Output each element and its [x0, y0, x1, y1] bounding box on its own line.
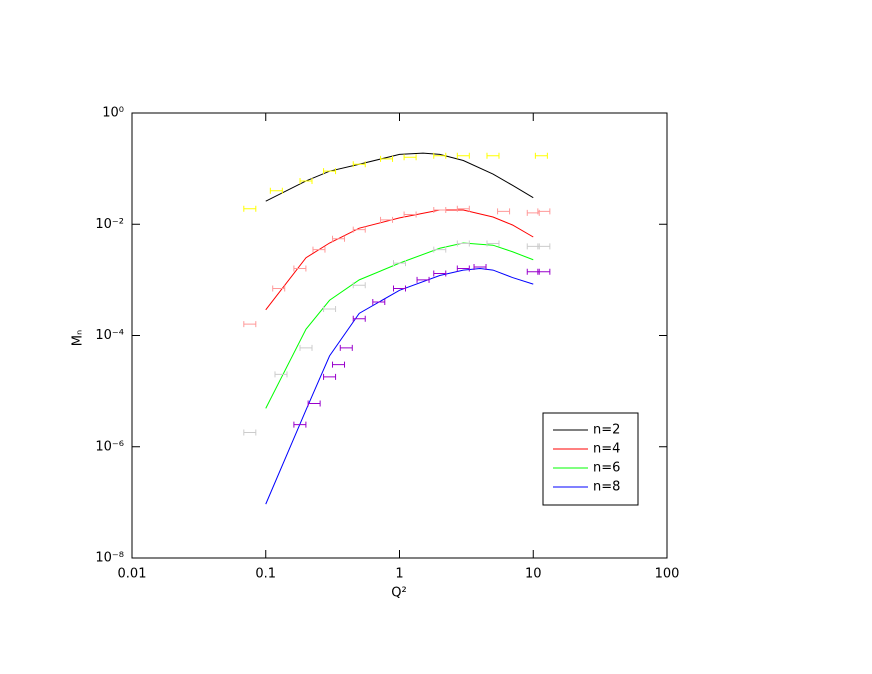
data-point — [433, 152, 447, 159]
data-point — [433, 270, 447, 277]
data-point — [393, 260, 406, 267]
data-point — [372, 299, 386, 306]
data-point — [307, 400, 321, 407]
data-point — [243, 205, 257, 212]
data-point — [537, 208, 551, 215]
series-line — [265, 152, 534, 202]
legend-box — [542, 412, 639, 506]
data-point — [497, 208, 511, 215]
data-point — [393, 285, 406, 292]
data-point — [272, 285, 286, 292]
data-point — [323, 373, 337, 380]
data-point — [299, 177, 313, 184]
legend-label: n=4 — [593, 442, 620, 457]
data-point — [352, 315, 366, 322]
data-point — [416, 276, 430, 283]
data-point — [456, 205, 470, 212]
y-tick-label: 10⁻⁸ — [95, 551, 124, 566]
x-tick-label: 100 — [655, 567, 680, 582]
data-point — [352, 282, 366, 289]
data-point — [433, 246, 447, 253]
series-line — [265, 268, 534, 505]
y-tick-label: 10⁻⁶ — [95, 439, 124, 454]
data-point — [537, 243, 551, 250]
legend-label: n=2 — [593, 423, 620, 438]
data-point — [323, 168, 337, 175]
data-point — [332, 235, 346, 242]
data-point — [274, 371, 288, 378]
x-tick-label: 1 — [395, 567, 403, 582]
data-point — [339, 344, 353, 351]
data-point — [433, 207, 447, 214]
data-point — [323, 305, 337, 312]
data-point — [456, 240, 470, 247]
data-point — [486, 240, 500, 247]
legend-label: n=6 — [593, 461, 620, 476]
data-point — [534, 152, 548, 159]
x-tick-label: 0.1 — [255, 567, 276, 582]
y-tick-label: 10⁰ — [102, 106, 124, 121]
data-point — [243, 321, 257, 328]
y-axis-label: Mₙ — [71, 330, 86, 346]
data-point — [332, 361, 346, 368]
legend-label: n=8 — [593, 480, 620, 495]
data-point — [352, 161, 366, 168]
data-point — [352, 226, 366, 233]
data-point — [537, 268, 551, 275]
y-tick-label: 10⁻² — [95, 217, 124, 232]
x-axis-label: Q² — [391, 586, 406, 601]
data-point — [486, 152, 500, 159]
data-point — [380, 216, 394, 223]
data-point — [312, 246, 326, 253]
data-point — [456, 265, 470, 272]
x-tick-label: 10 — [525, 567, 542, 582]
data-point — [269, 187, 283, 194]
data-point — [299, 344, 313, 351]
data-point — [456, 152, 470, 159]
data-point — [380, 155, 394, 162]
data-point — [243, 429, 257, 436]
data-point — [473, 264, 487, 271]
data-point — [403, 154, 417, 161]
series-line — [265, 209, 534, 311]
x-tick-label: 0.01 — [118, 567, 147, 582]
data-point — [293, 421, 307, 428]
series-line — [265, 242, 534, 409]
data-point — [526, 209, 540, 216]
data-point — [403, 211, 417, 218]
data-point — [293, 265, 307, 272]
y-tick-label: 10⁻⁴ — [95, 328, 124, 343]
